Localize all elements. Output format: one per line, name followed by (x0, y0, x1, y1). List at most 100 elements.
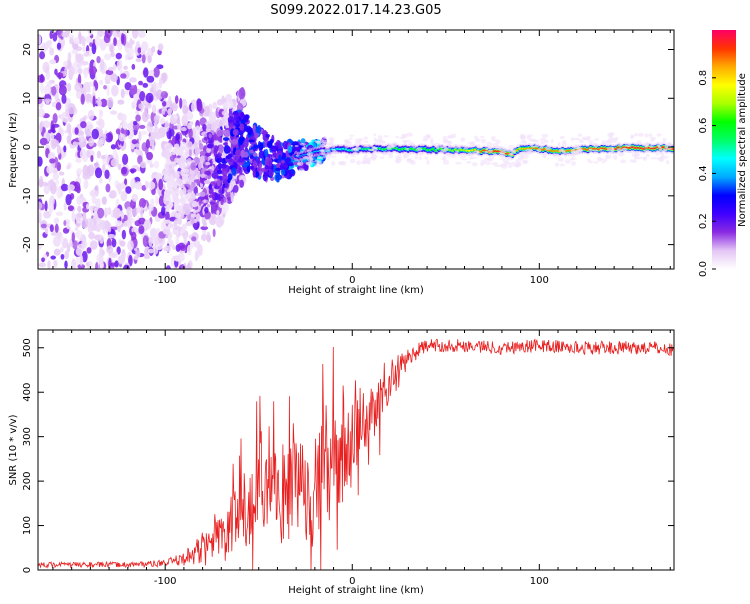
spectrogram-cell (231, 167, 237, 176)
spectrogram-cell (66, 165, 71, 170)
spectrogram-cell (632, 159, 637, 164)
spectrogram-cell (221, 167, 228, 177)
spectrogram-cell (390, 142, 396, 148)
spectrogram-cell (252, 124, 256, 133)
spectrogram-cell (226, 146, 232, 154)
spectrogram-cell (177, 270, 182, 277)
spectrogram-cell (607, 132, 613, 138)
spectrogram-cell (227, 116, 234, 123)
spectrogram-cell (38, 262, 46, 268)
spectrogram-cell (403, 153, 409, 158)
spectrogram-cell (191, 127, 196, 139)
spectrogram-cell (71, 49, 79, 55)
spectrogram-cell (99, 234, 105, 244)
spectrogram-cell (104, 207, 110, 216)
spectrogram-cell (267, 154, 273, 158)
snr-series-line (38, 338, 674, 570)
spectrogram-cell (118, 133, 126, 142)
spectrogram-cell (461, 158, 468, 161)
snr-ytick-label: 100 (22, 516, 33, 535)
spectrogram-cell (200, 173, 206, 178)
spectrogram-cell (275, 167, 281, 171)
spectrogram-cell (180, 228, 185, 234)
spectrogram-cell (294, 144, 299, 148)
spectrogram-cell (345, 155, 349, 159)
spectrogram-cell (317, 162, 323, 165)
spectrogram-cell (77, 263, 86, 269)
spectrogram-cell (189, 184, 195, 191)
spectrogram-cell (298, 168, 305, 172)
spectrogram-cell (49, 59, 57, 65)
spectrogram-cell (41, 257, 45, 263)
spectrogram-cell (234, 156, 240, 161)
spectrogram-cell (621, 147, 628, 152)
spectrogram-cell (147, 248, 154, 254)
spectrogram-cell (71, 258, 77, 269)
spectrogram-cell (84, 93, 92, 102)
spectrogram-cell (58, 171, 65, 176)
spectrogram-cell (63, 60, 68, 67)
spectrogram-cell (60, 183, 69, 192)
spectrogram-cell (116, 246, 121, 255)
spectrogram-cell (153, 66, 160, 78)
spectrogram-cell (39, 137, 48, 146)
spectrogram-cell (130, 231, 137, 241)
spectrogram-cell (480, 138, 487, 144)
spectrogram-cell (99, 98, 108, 108)
spectrogram-cell (50, 231, 58, 236)
spectrogram-cell (174, 256, 182, 262)
spectrogram-cell (129, 37, 133, 49)
spectrogram-cell (193, 156, 201, 165)
spectrogram-cell (321, 142, 329, 146)
spectrogram-cell (135, 249, 141, 259)
spectrogram-cell (605, 140, 612, 143)
spectrogram-cell (182, 203, 190, 212)
spectrogram-cell (539, 145, 544, 149)
spectrogram-cell (92, 86, 96, 95)
spectrogram-cell (211, 172, 219, 179)
spectrogram-cell (127, 240, 134, 251)
spectrogram-cell (90, 30, 95, 31)
spectrogram-cell (193, 141, 198, 147)
spectrogram-cell (173, 113, 180, 120)
spectrogram-cell (64, 30, 71, 36)
spectrogram-cell (76, 243, 85, 250)
spectrogram-cell (146, 120, 153, 133)
spectrogram-cell (160, 90, 169, 99)
spectrogram-cell (131, 63, 136, 70)
spectrogram-cell (636, 156, 644, 160)
spectrogram-cell (96, 207, 105, 219)
spectrogram-cell (154, 131, 162, 140)
spectrogram-cell (168, 232, 173, 239)
spectrogram-cell (442, 159, 450, 165)
spectrogram-cell (42, 181, 49, 187)
spectrogram-cell (314, 159, 320, 163)
spectrogram-cell (299, 142, 306, 146)
spectrogram-cell (554, 162, 560, 167)
spectrogram-cell (658, 147, 663, 153)
spectrogram-cell (178, 189, 183, 196)
spectrogram-cell (183, 173, 189, 178)
spectrogram-cell (588, 148, 593, 152)
spectrogram-cell (601, 161, 606, 164)
spectrogram-cell (135, 114, 141, 122)
spectrogram-cell (125, 186, 132, 194)
spectrogram-cell (366, 160, 371, 165)
spectrogram-cell (610, 137, 618, 142)
spectrogram-cell (519, 154, 524, 158)
spectrogram-cell (43, 210, 52, 219)
spectrogram-cell (206, 147, 212, 153)
spectrogram-cell (655, 152, 660, 156)
spectrogram-xlabel: Height of straight line (km) (288, 285, 424, 296)
spectrogram-cell (218, 157, 223, 162)
spectrogram-cell (119, 113, 127, 122)
spectrogram-cell (99, 39, 107, 51)
spectrogram-cell (92, 95, 96, 108)
spectrogram-cell (349, 134, 355, 137)
spectrogram-cell (252, 169, 256, 178)
spectrogram-cell (221, 110, 229, 116)
spectrogram-cell (79, 193, 83, 199)
spectrogram-cell (206, 204, 211, 208)
spectrogram-cell (498, 152, 506, 158)
